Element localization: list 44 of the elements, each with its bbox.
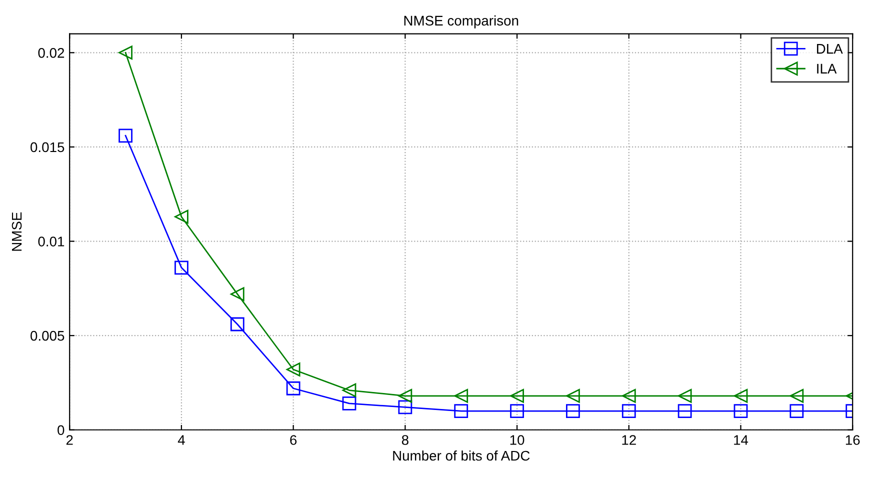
y-tick-label: 0.005 bbox=[30, 330, 64, 341]
point bbox=[230, 287, 244, 302]
point bbox=[398, 400, 412, 414]
x-tick-label: 4 bbox=[178, 435, 185, 445]
point bbox=[230, 317, 244, 332]
point bbox=[286, 362, 300, 376]
chart-title: NMSE comparison bbox=[404, 15, 518, 28]
point bbox=[118, 46, 132, 60]
point bbox=[566, 404, 580, 418]
point bbox=[734, 388, 748, 403]
legend-label: DLA bbox=[817, 44, 843, 54]
point bbox=[622, 388, 636, 403]
x-tick-label: 8 bbox=[402, 435, 408, 445]
point bbox=[678, 404, 692, 418]
point bbox=[454, 388, 468, 403]
point bbox=[510, 388, 524, 403]
x-tick-label: 6 bbox=[290, 435, 297, 445]
y-tick-label: 0 bbox=[58, 425, 64, 436]
point bbox=[622, 404, 636, 418]
point bbox=[174, 210, 188, 224]
point bbox=[398, 388, 412, 403]
y-tick-label: 0.015 bbox=[30, 142, 64, 152]
point bbox=[790, 388, 804, 403]
point bbox=[118, 128, 132, 143]
point bbox=[454, 404, 468, 418]
point bbox=[342, 396, 356, 410]
point bbox=[566, 388, 580, 403]
point bbox=[174, 260, 188, 275]
y-tick-label: 0.01 bbox=[38, 236, 64, 246]
point bbox=[286, 381, 300, 396]
x-tick-label: 10 bbox=[510, 435, 524, 445]
y-tick-label: 0.02 bbox=[38, 48, 64, 58]
x-axis-title: Number of bits of ADC bbox=[393, 450, 530, 461]
x-tick-label: 12 bbox=[622, 435, 636, 445]
point bbox=[342, 383, 356, 398]
point bbox=[790, 404, 804, 418]
point bbox=[678, 388, 692, 403]
x-tick-label: 2 bbox=[66, 435, 73, 445]
legend-label: ILA bbox=[817, 64, 837, 74]
y-axis-title: NMSE bbox=[12, 212, 22, 251]
x-tick-label: 14 bbox=[734, 435, 748, 445]
point bbox=[734, 404, 748, 418]
x-tick-label: 16 bbox=[846, 435, 860, 445]
point bbox=[510, 404, 524, 418]
